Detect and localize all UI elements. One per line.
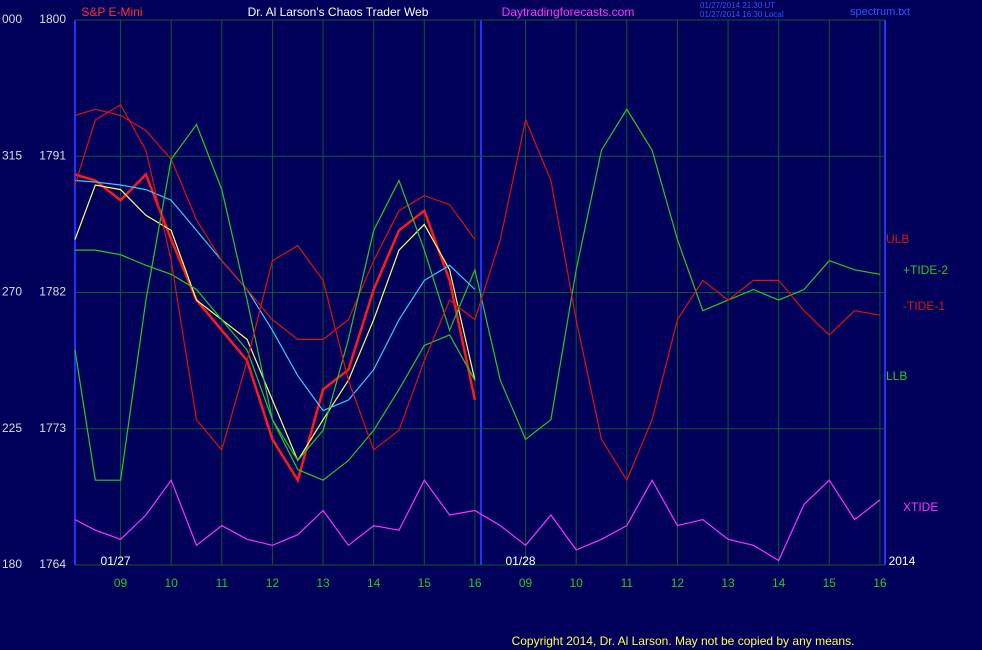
x-tick-label: 13 bbox=[721, 576, 735, 590]
series-label: ULB bbox=[886, 232, 909, 246]
x-tick-label: 11 bbox=[216, 576, 229, 590]
y-tick-label: 1800 bbox=[39, 12, 66, 26]
x-tick-label: 15 bbox=[823, 576, 837, 590]
x-tick-label: 15 bbox=[418, 576, 432, 590]
y2-tick-label: 225 bbox=[2, 421, 22, 435]
x-tick-label: 16 bbox=[873, 576, 887, 590]
x-tick-label: 11 bbox=[621, 576, 634, 590]
x-tick-label: 09 bbox=[519, 576, 533, 590]
series-line bbox=[74, 478, 881, 562]
x-tick-label: 14 bbox=[367, 576, 381, 590]
y2-tick-label: 270 bbox=[2, 285, 22, 299]
y-tick-label: 1764 bbox=[39, 557, 66, 571]
y2-tick-label: 315 bbox=[2, 148, 22, 162]
y-tick-label: 1791 bbox=[39, 148, 66, 162]
chart-title: Dr. Al Larson's Chaos Trader Web bbox=[248, 5, 429, 19]
x-tick-label: 10 bbox=[570, 576, 584, 590]
series-line bbox=[74, 179, 476, 412]
timestamp: 01/27/2014 21:30 UT bbox=[700, 1, 775, 10]
x-tick-label: 16 bbox=[468, 576, 482, 590]
series-line bbox=[74, 108, 881, 481]
x-tick-label: 10 bbox=[165, 576, 179, 590]
date-label: 2014 bbox=[889, 554, 916, 568]
series-label: LLB bbox=[886, 369, 907, 383]
x-tick-label: 09 bbox=[114, 576, 128, 590]
y-tick-label: 1773 bbox=[39, 421, 66, 435]
site: Daytradingforecasts.com bbox=[502, 5, 635, 19]
series-label: -TIDE-1 bbox=[903, 299, 945, 313]
date-label: 01/27 bbox=[101, 554, 131, 568]
timestamp: 01/27/2014 16:30 Local bbox=[700, 10, 784, 19]
x-tick-label: 13 bbox=[316, 576, 330, 590]
y-tick-label: 1782 bbox=[39, 285, 66, 299]
series-line bbox=[74, 103, 881, 482]
x-tick-label: 14 bbox=[772, 576, 786, 590]
x-tick-label: 12 bbox=[266, 576, 280, 590]
date-label: 01/28 bbox=[506, 554, 536, 568]
y2-tick-label: 180 bbox=[2, 557, 22, 571]
series-line bbox=[74, 184, 476, 462]
y2-tick-label: 000 bbox=[2, 12, 22, 26]
series-label: XTIDE bbox=[903, 500, 938, 514]
series-title: S&P E-Mini bbox=[81, 5, 142, 19]
series-line bbox=[74, 172, 477, 484]
x-tick-label: 12 bbox=[671, 576, 685, 590]
series-line bbox=[74, 108, 476, 340]
series-label: +TIDE-2 bbox=[903, 263, 948, 277]
file-name: spectrum.txt bbox=[850, 6, 910, 18]
copyright: Copyright 2014, Dr. Al Larson. May not b… bbox=[512, 634, 855, 648]
